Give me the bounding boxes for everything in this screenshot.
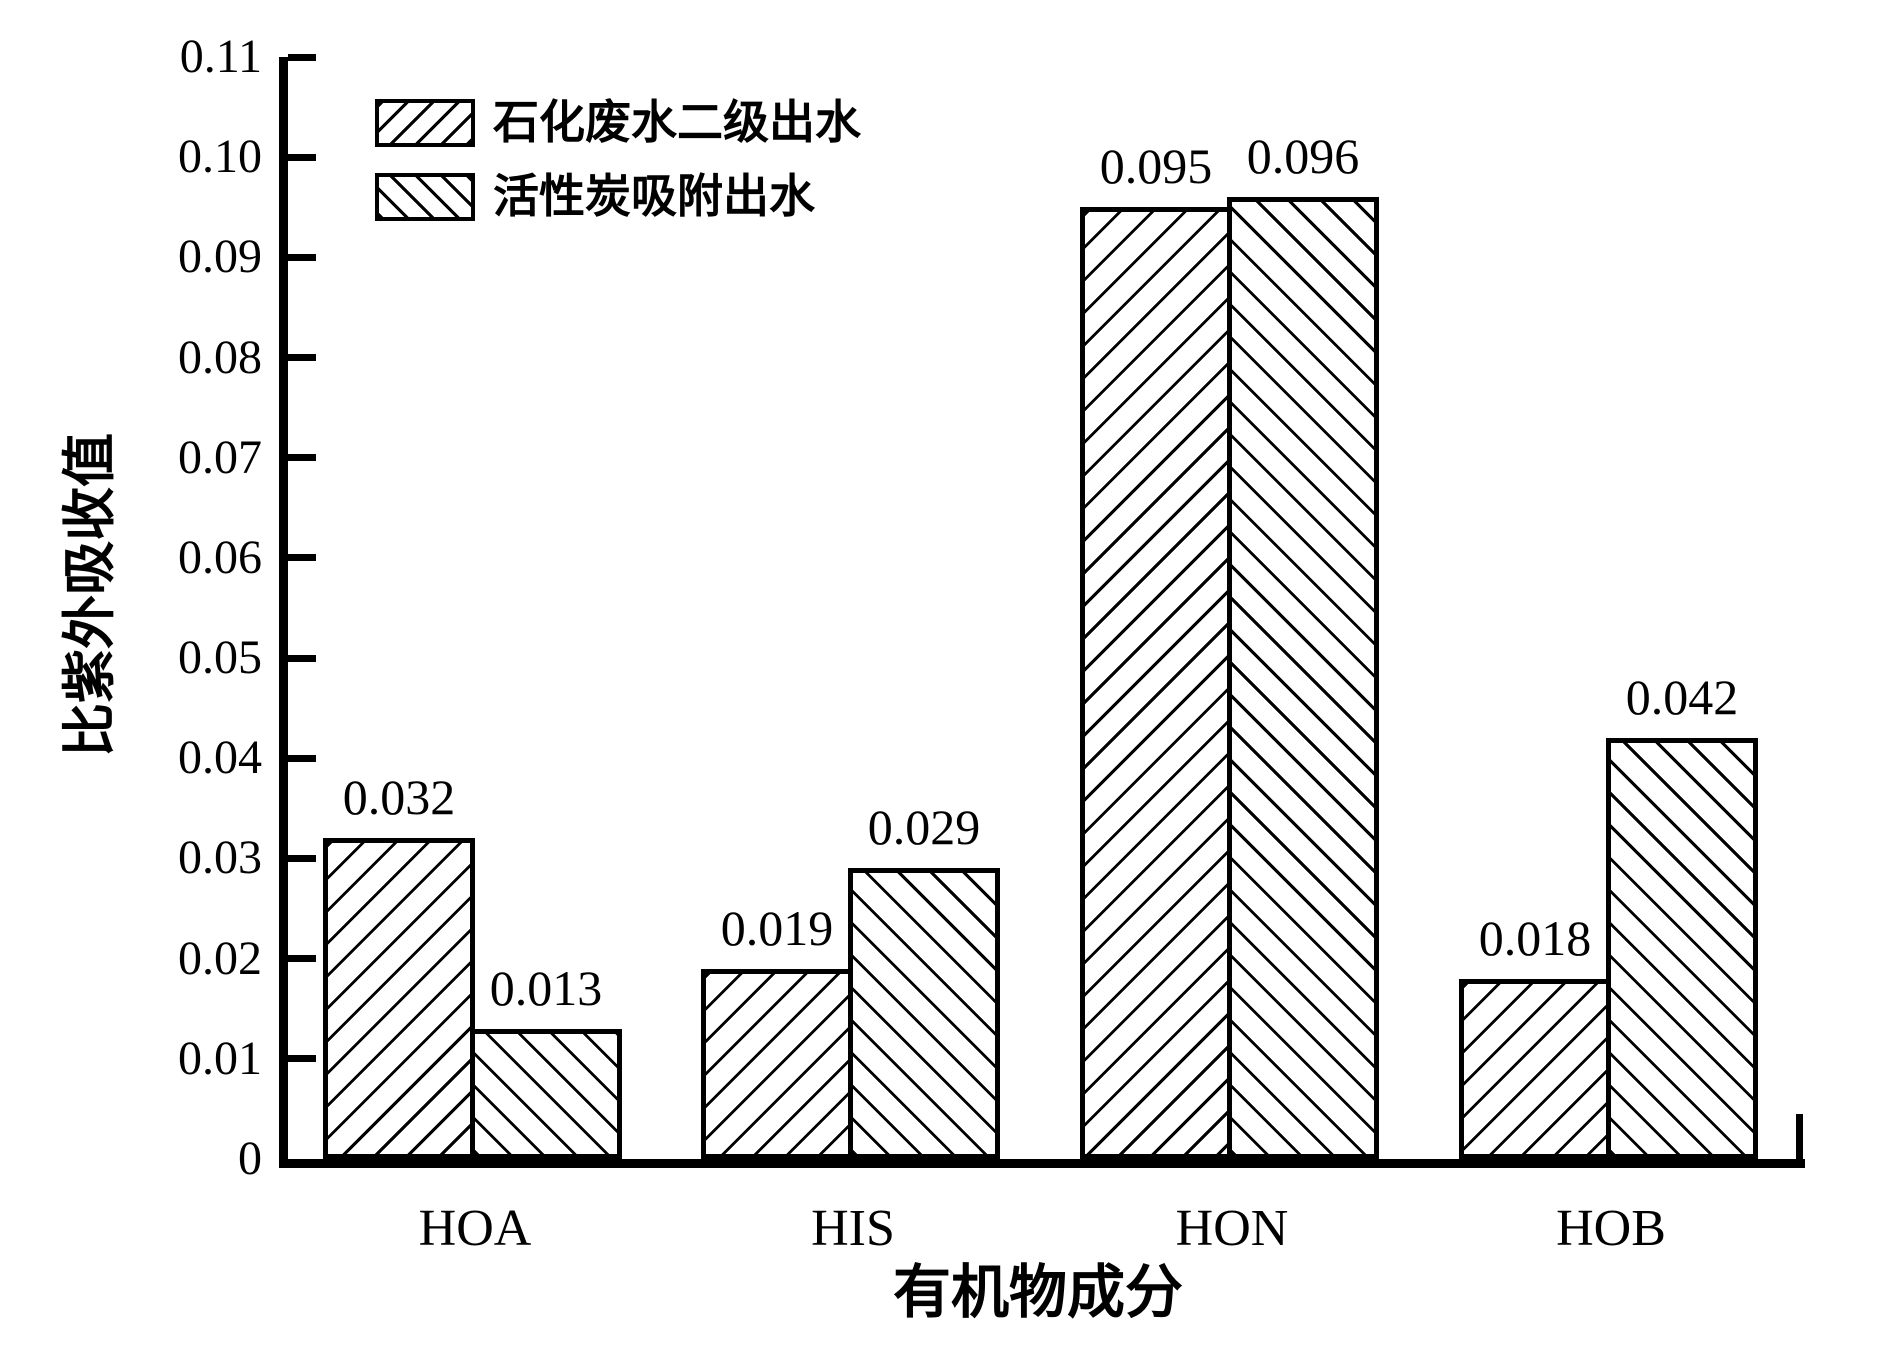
bar-his-series2 bbox=[848, 868, 1000, 1159]
bar-value-label: 0.096 bbox=[1246, 128, 1360, 185]
y-axis-tick bbox=[288, 754, 316, 762]
y-axis-line bbox=[279, 57, 288, 1168]
y-axis-tick bbox=[288, 654, 316, 662]
bar-hon-series2 bbox=[1227, 197, 1379, 1159]
y-tick-label: 0 bbox=[238, 1132, 262, 1185]
y-axis-tick bbox=[288, 153, 316, 161]
x-axis-line bbox=[279, 1159, 1805, 1168]
y-tick-label: 0.07 bbox=[178, 430, 262, 484]
legend-item-2: 活性炭吸附出水 bbox=[375, 160, 861, 234]
bar-value-label: 0.042 bbox=[1625, 669, 1739, 726]
bar-hob-series2 bbox=[1606, 738, 1758, 1159]
bar-value-label: 0.018 bbox=[1478, 909, 1592, 966]
bar-hoa-series1 bbox=[323, 838, 475, 1159]
legend: 石化废水二级出水 活性炭吸附出水 bbox=[375, 86, 861, 234]
x-axis-end-tick bbox=[1796, 1114, 1803, 1159]
y-tick-label: 0.05 bbox=[178, 631, 262, 685]
y-tick-label: 0.02 bbox=[178, 931, 262, 985]
y-axis-tick bbox=[288, 1055, 316, 1063]
x-axis-title: 有机物成分 bbox=[892, 1260, 1184, 1325]
y-axis-tick bbox=[288, 955, 316, 963]
y-tick-label: 0.11 bbox=[179, 30, 262, 83]
forward-hatch-swatch-icon bbox=[375, 99, 475, 147]
x-category-label: HON bbox=[1175, 1200, 1289, 1257]
legend-label: 石化废水二级出水 bbox=[493, 97, 861, 148]
y-axis-tick bbox=[288, 454, 316, 462]
y-axis-tick bbox=[288, 854, 316, 862]
bar-value-label: 0.095 bbox=[1099, 138, 1213, 195]
bar-hoa-series2 bbox=[470, 1028, 622, 1159]
y-tick-label: 0.04 bbox=[178, 731, 262, 785]
y-tick-label: 0.09 bbox=[178, 230, 262, 284]
y-axis-tick bbox=[288, 554, 316, 562]
y-axis-tick bbox=[288, 53, 316, 61]
y-tick-label: 0.08 bbox=[178, 330, 262, 384]
x-category-label: HOA bbox=[418, 1200, 532, 1257]
y-tick-label: 0.01 bbox=[178, 1031, 262, 1085]
y-tick-label: 0.10 bbox=[178, 130, 262, 184]
y-tick-label: 0.03 bbox=[178, 831, 262, 885]
legend-label: 活性炭吸附出水 bbox=[493, 171, 815, 222]
y-tick-label: 0.06 bbox=[178, 530, 262, 584]
bar-his-series1 bbox=[701, 968, 853, 1159]
bar-value-label: 0.019 bbox=[720, 899, 834, 956]
y-axis-tick bbox=[288, 354, 316, 362]
bar-value-label: 0.032 bbox=[342, 769, 456, 826]
bar-hob-series1 bbox=[1459, 978, 1611, 1159]
x-category-label: HIS bbox=[811, 1200, 895, 1257]
bar-value-label: 0.013 bbox=[489, 959, 603, 1016]
x-category-label: HOB bbox=[1556, 1200, 1666, 1257]
backward-hatch-swatch-icon bbox=[375, 173, 475, 221]
bar-value-label: 0.029 bbox=[867, 799, 981, 856]
y-axis-tick bbox=[288, 253, 316, 261]
bar-hon-series1 bbox=[1080, 207, 1232, 1159]
legend-item-1: 石化废水二级出水 bbox=[375, 86, 861, 160]
